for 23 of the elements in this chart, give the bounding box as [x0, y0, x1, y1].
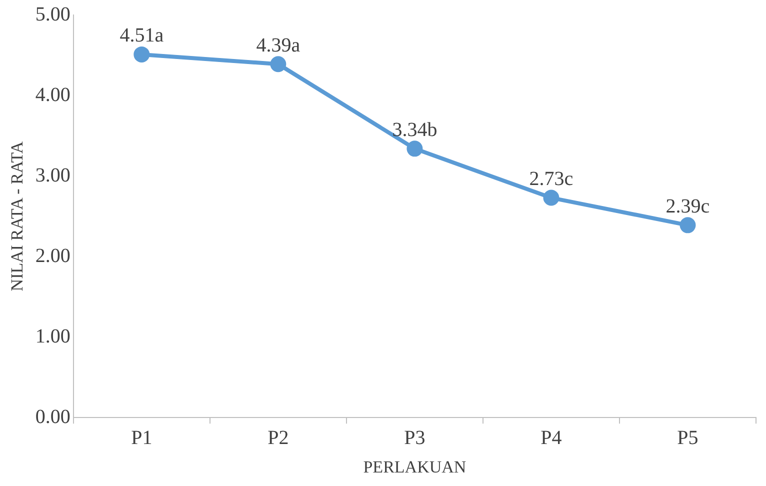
y-tick-label: 3.00 [35, 164, 70, 186]
y-tick-label: 2.00 [35, 244, 70, 267]
data-label: 2.73c [529, 168, 574, 190]
y-tick-label: 4.00 [35, 84, 70, 106]
x-tick-label: P4 [540, 426, 562, 449]
y-axis-title: NILAI RATA - RATA [8, 140, 27, 292]
y-tick-label: 5.00 [35, 3, 70, 26]
point [406, 140, 423, 157]
x-tick-label: P2 [268, 426, 289, 449]
data-label: 4.39a [256, 34, 300, 56]
y-tick-label: 0.00 [35, 406, 70, 428]
point [680, 217, 696, 234]
point [543, 190, 560, 206]
x-tick-label: P3 [404, 426, 426, 449]
x-axis-title: PERLAKUAN [363, 457, 466, 476]
x-tick-label: P1 [131, 426, 152, 449]
data-label: 2.39c [666, 195, 710, 218]
data-label: 3.34b [392, 118, 438, 141]
x-tick-label: P5 [677, 426, 698, 449]
data-label: 4.51a [120, 24, 164, 47]
y-tick-label: 1.00 [35, 325, 70, 348]
point [270, 56, 286, 72]
point [134, 46, 150, 62]
